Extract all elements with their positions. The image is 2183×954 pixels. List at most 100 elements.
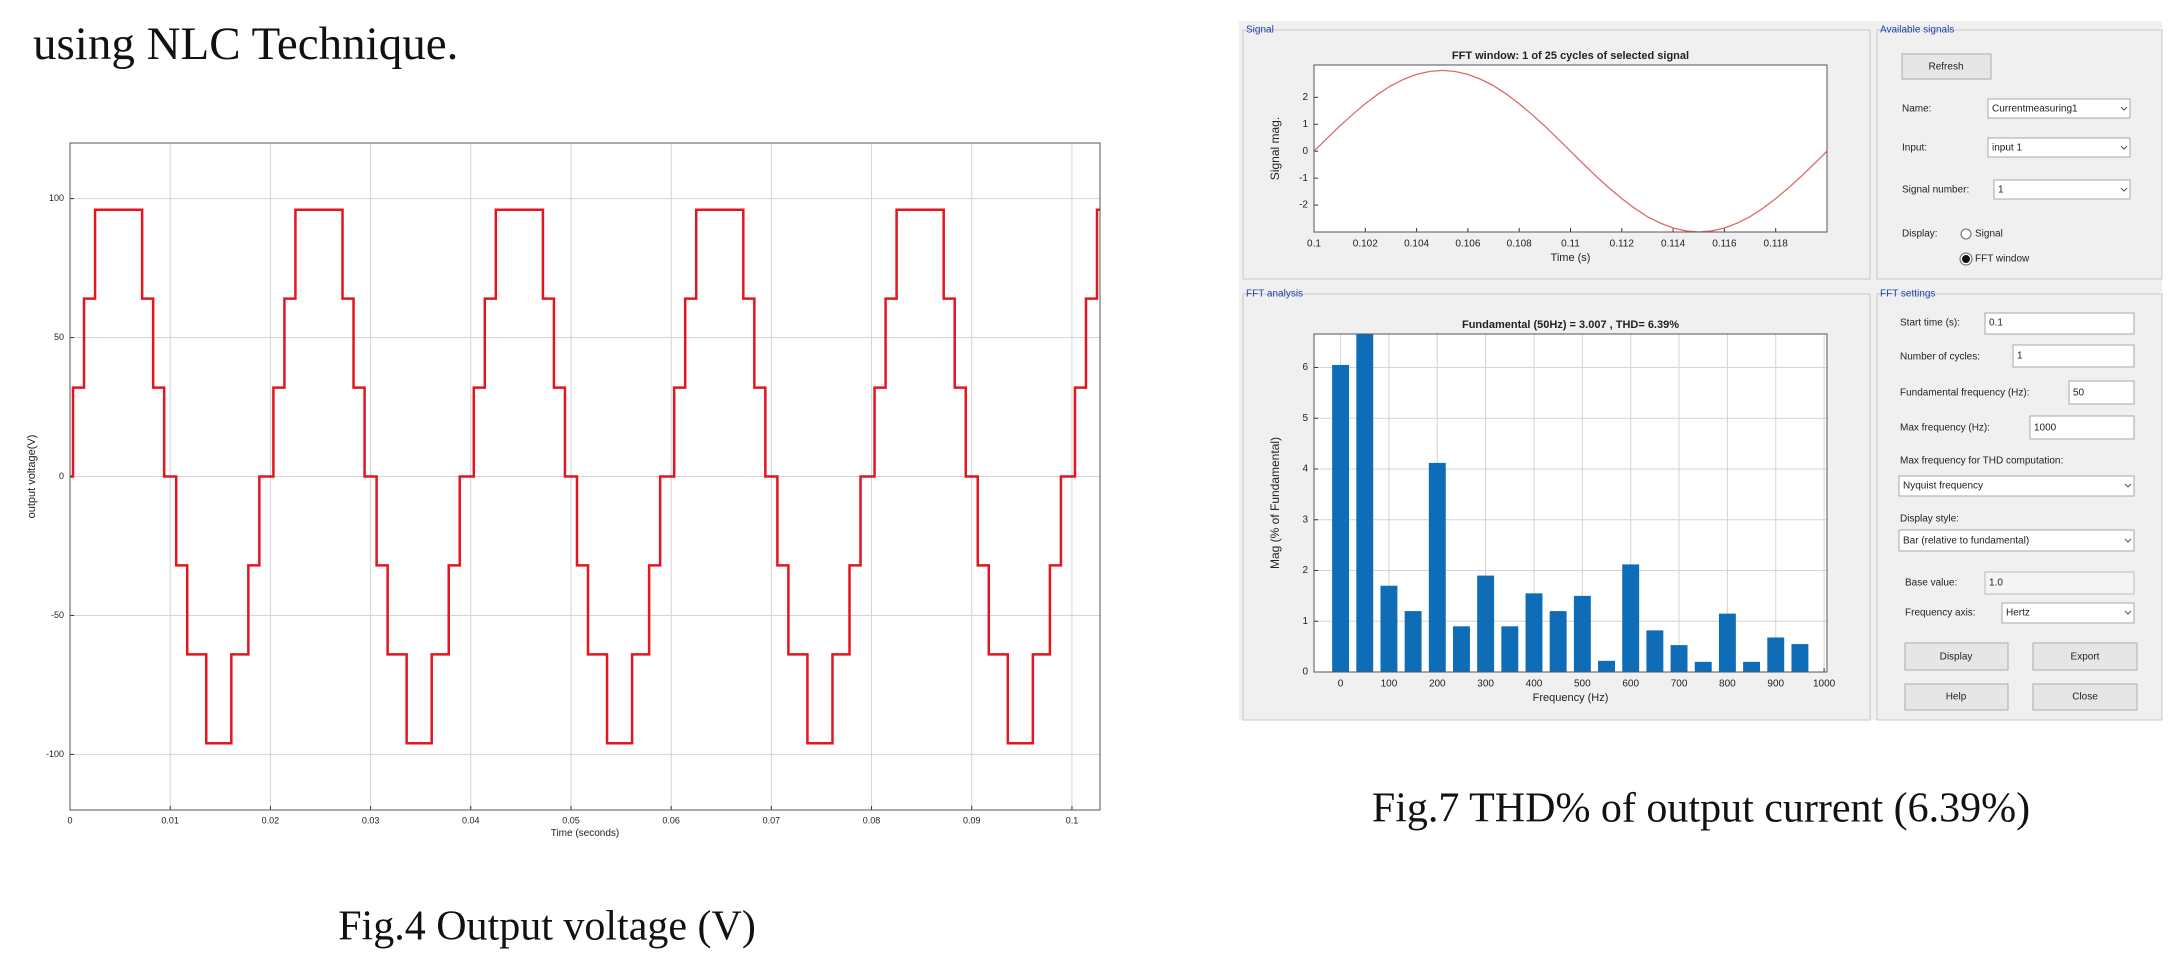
radio[interactable] — [1960, 253, 1972, 265]
x-tick-label: 0.02 — [262, 815, 280, 825]
y-tick-label: -1 — [1299, 173, 1308, 184]
radio[interactable] — [1960, 228, 1972, 240]
x-axis-label: Time (s) — [1551, 252, 1591, 264]
field-label: Input: — [1902, 143, 1927, 154]
y-tick-label: 1 — [1302, 119, 1308, 130]
chevron — [2124, 610, 2132, 615]
caption: Fig.4 Output voltage (V) — [338, 904, 756, 950]
x-tick-label: 800 — [1719, 679, 1736, 690]
y-axis-label: Signal mag. — [1268, 117, 1282, 180]
chevron — [2124, 483, 2132, 488]
input[interactable] — [1984, 312, 2135, 335]
plot-frame — [1313, 64, 1828, 233]
x-tick-label: 1000 — [1813, 679, 1836, 690]
x-axis-label: Time (seconds) — [551, 828, 620, 839]
x-tick-label: 0.06 — [662, 815, 680, 825]
dropdown[interactable] — [1898, 529, 2135, 552]
y-tick-label: 0 — [1302, 146, 1308, 157]
plot-area — [1314, 65, 1827, 232]
x-tick-label: 0.07 — [763, 815, 781, 825]
bar — [1694, 661, 1712, 672]
dropdown[interactable] — [1993, 179, 2131, 200]
button-label: Export — [2071, 652, 2100, 663]
input-value: 0.1 — [1989, 318, 2003, 329]
y-tick-label: 4 — [1302, 464, 1308, 475]
bar — [1525, 593, 1543, 672]
dropdown-value: Hertz — [2006, 608, 2030, 619]
y-tick-label: -100 — [46, 749, 64, 759]
heading: using NLC Technique. — [33, 18, 458, 70]
bar — [1332, 364, 1350, 672]
bar — [1791, 644, 1809, 672]
bar — [1646, 630, 1664, 672]
panel-title: Signal — [1246, 25, 1274, 36]
bar — [1549, 611, 1567, 672]
dropdown[interactable] — [1898, 475, 2135, 497]
x-tick-label: 0.106 — [1455, 239, 1480, 250]
chevron — [2120, 187, 2128, 192]
field-label: Base value: — [1905, 578, 1957, 589]
y-tick-label: 50 — [54, 332, 64, 342]
plot-area — [1314, 334, 1827, 672]
input[interactable] — [2029, 415, 2135, 440]
dropdown[interactable] — [1987, 98, 2131, 119]
field-label: Start time (s): — [1900, 318, 1960, 329]
panel-title: Available signals — [1880, 25, 1954, 36]
x-tick-label: 0.104 — [1404, 239, 1429, 250]
button[interactable] — [1904, 683, 2009, 711]
x-tick-label: 0.01 — [161, 815, 179, 825]
dropdown-value: input 1 — [1992, 143, 2022, 154]
x-tick-label: 400 — [1526, 679, 1543, 690]
line — [70, 208, 1100, 745]
field-label: Number of cycles: — [1900, 352, 1980, 363]
bar — [1356, 334, 1374, 672]
x-tick-label: 0.102 — [1353, 239, 1378, 250]
input-value: 1 — [2017, 351, 2023, 362]
dropdown[interactable] — [1987, 137, 2131, 158]
y-tick-label: 6 — [1302, 362, 1308, 373]
x-tick-label: 0.108 — [1507, 239, 1532, 250]
input[interactable] — [2068, 380, 2135, 405]
y-axis-label: output voltage(V) — [26, 435, 38, 519]
input[interactable] — [2012, 344, 2135, 368]
field-label: Name: — [1902, 104, 1931, 115]
caption: Fig.7 THD% of output current (6.39%) — [1372, 786, 2030, 832]
x-tick-label: 0 — [67, 815, 72, 825]
button[interactable] — [1904, 642, 2009, 671]
y-axis-label: Mag (% of Fundamental) — [1268, 437, 1282, 569]
y-tick-label: 0 — [1302, 667, 1308, 678]
field-label: Fundamental frequency (Hz): — [1900, 388, 2030, 399]
bar — [1477, 575, 1495, 672]
dropdown-value: Nyquist frequency — [1903, 481, 1983, 492]
y-tick-label: 1 — [1302, 616, 1308, 627]
field-label: Display style: — [1900, 514, 1959, 525]
x-tick-label: 0.08 — [863, 815, 881, 825]
button[interactable] — [2032, 642, 2138, 671]
y-tick-label: 2 — [1302, 92, 1308, 103]
chart: 0 1 2 3 4 5 6 0 100 200 300 400 500 600 700 800 900 1000 F… — [1268, 319, 1836, 704]
dropdown-value: 1 — [1998, 185, 2004, 196]
button-label: Close — [2072, 692, 2098, 703]
x-tick-label: 0.116 — [1712, 239, 1737, 250]
bar — [1501, 626, 1519, 672]
bar — [1428, 462, 1446, 672]
panel-title: FFT analysis — [1246, 289, 1303, 300]
field-label: Frequency axis: — [1905, 608, 1976, 619]
bar — [1743, 661, 1761, 672]
button[interactable] — [2032, 683, 2138, 711]
chart-title: Fundamental (50Hz) = 3.007 , THD= 6.39% — [1462, 319, 1679, 331]
x-tick-label: 0.03 — [362, 815, 380, 825]
x-tick-label: 0.09 — [963, 815, 981, 825]
button[interactable] — [1901, 53, 1992, 80]
x-tick-label: 0.112 — [1610, 239, 1635, 250]
bar — [1622, 564, 1640, 672]
radio-label: FFT window — [1975, 254, 2030, 265]
dropdown[interactable] — [2001, 602, 2135, 624]
bar — [1670, 645, 1688, 672]
button-label: Help — [1946, 692, 1967, 703]
input-value: 1000 — [2034, 423, 2057, 434]
panel-title: FFT settings — [1880, 289, 1935, 300]
y-tick-label: -2 — [1299, 200, 1308, 211]
y-tick-label: -50 — [51, 610, 64, 620]
